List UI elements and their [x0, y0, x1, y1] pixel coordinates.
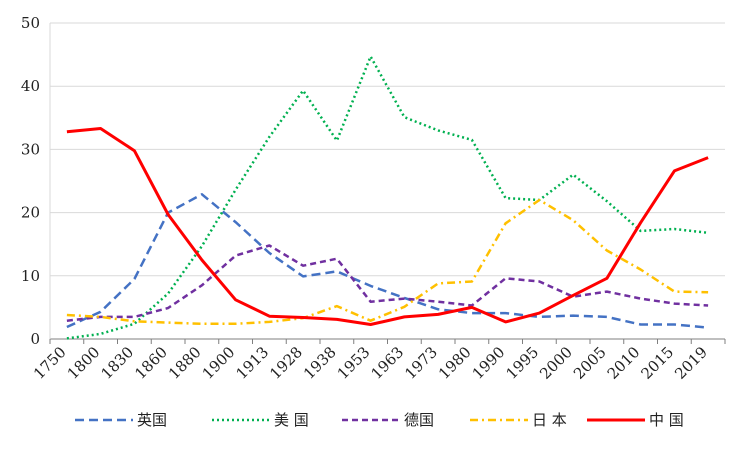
- x-tick-label: 1980: [435, 343, 475, 383]
- series-line-5: [66, 127, 709, 326]
- series-line-2: [66, 55, 709, 340]
- y-tick-label: 0: [30, 330, 40, 348]
- series-line-3: [66, 244, 709, 322]
- x-tick-label: 2005: [570, 343, 610, 383]
- x-tick-label: 1913: [232, 343, 272, 383]
- legend-label: 英国: [137, 411, 167, 429]
- legend-label: 美 国: [274, 411, 309, 429]
- legend: 英国 美 国 德国 日 本 中 国: [75, 411, 684, 429]
- x-tick-label: 1995: [502, 343, 542, 383]
- legend-label: 日 本: [532, 411, 567, 429]
- x-tick-label: 2010: [604, 343, 644, 383]
- x-tick-label: 1880: [165, 343, 205, 383]
- x-tick-label: 1900: [199, 343, 239, 383]
- series-line-1: [66, 193, 709, 329]
- series-line-4: [66, 198, 709, 326]
- x-tick-label: 1750: [30, 343, 70, 383]
- y-tick-label: 50: [21, 14, 40, 32]
- legend-label: 德国: [404, 411, 434, 429]
- x-tick-label: 1860: [131, 343, 171, 383]
- x-tick-label: 1928: [266, 343, 306, 383]
- x-tick-label: 1953: [334, 343, 374, 383]
- x-tick-label: 2019: [671, 343, 711, 383]
- y-tick-label: 40: [21, 77, 40, 95]
- x-tick-label: 1800: [64, 343, 104, 383]
- x-tick-label: 1963: [367, 343, 407, 383]
- x-tick-label: 1973: [401, 343, 441, 383]
- y-tick-label: 30: [21, 140, 40, 158]
- x-tick-label: 1990: [469, 343, 509, 383]
- x-tick-label: 1830: [97, 343, 137, 383]
- x-tick-label: 2000: [536, 343, 576, 383]
- y-tick-label: 10: [21, 267, 40, 285]
- legend-label: 中 国: [649, 411, 684, 429]
- series-layer: [66, 55, 709, 340]
- x-tick-label: 2015: [637, 343, 677, 383]
- y-tick-label: 20: [21, 204, 40, 222]
- x-tick-label: 1938: [300, 343, 340, 383]
- axes-layer: 0102030405017501800183018601880190019131…: [21, 14, 726, 383]
